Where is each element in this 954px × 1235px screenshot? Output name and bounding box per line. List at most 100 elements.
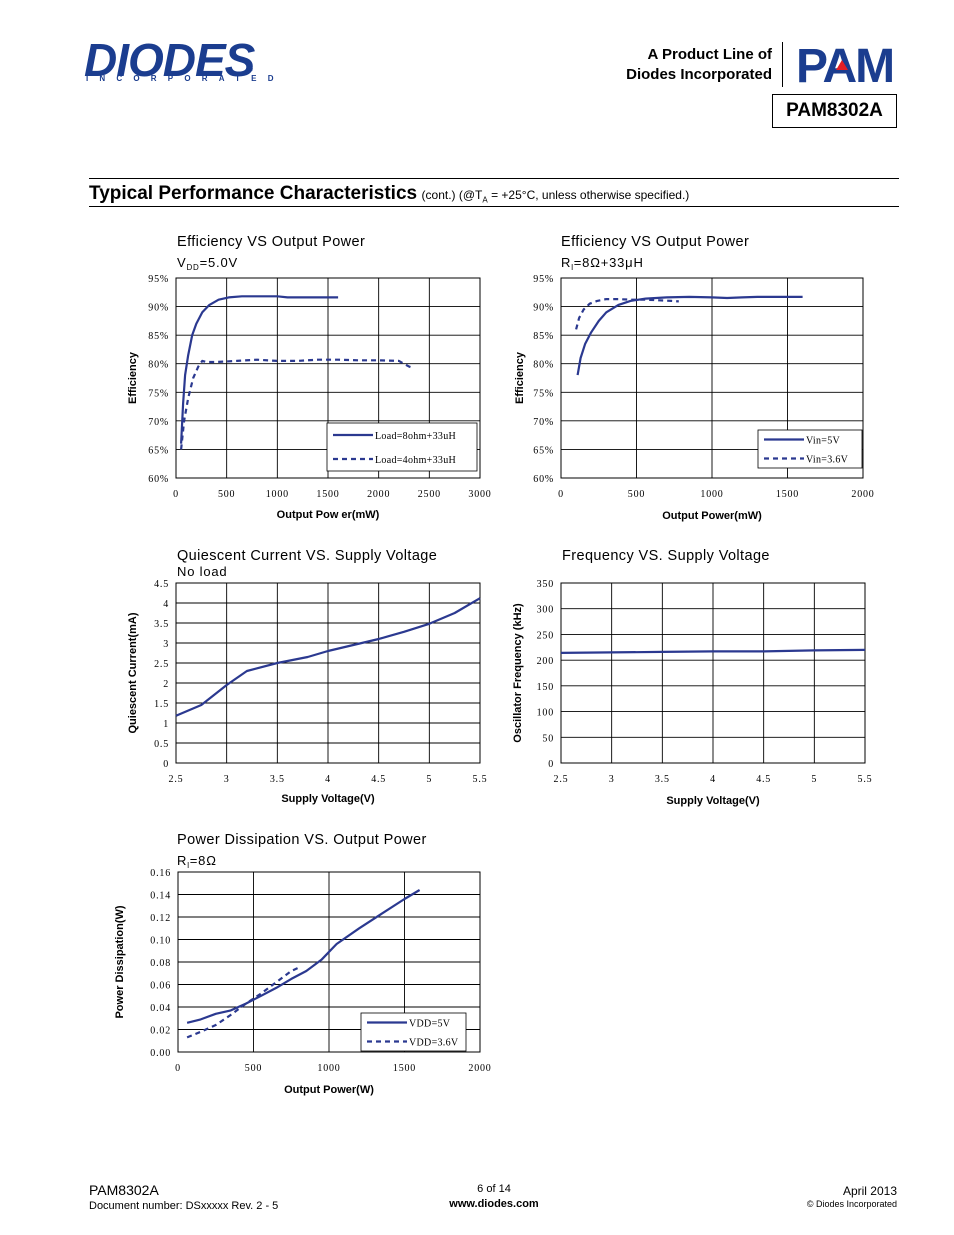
y-tick-label: 0 — [163, 759, 169, 770]
x-tick-label: 1000 — [266, 489, 289, 500]
chart-efficiency-vdd: 0 500 1000 1500 2000 2500 3000 60% 65% 70% 75% 80% 8… — [127, 234, 491, 521]
y-tick-label: 0.02 — [150, 1026, 171, 1037]
y-tick-label: 1 — [163, 719, 169, 730]
y-tick-label: 75% — [148, 388, 169, 399]
x-tick-label: 2.5 — [169, 774, 184, 785]
y-tick-label: 0.10 — [150, 936, 171, 947]
y-tick-label: 0.08 — [150, 958, 171, 969]
y-tick-label: 300 — [537, 605, 554, 616]
diodes-logo: DIODES ® — [84, 37, 259, 85]
series-line-solid — [560, 648, 866, 654]
plot-frame — [560, 277, 864, 479]
x-axis-label: Supply Voltage(V) — [666, 795, 760, 807]
y-tick-label: 0.04 — [150, 1003, 171, 1014]
y-tick-label: 4.5 — [154, 579, 169, 590]
x-tick-label: 2000 — [468, 1063, 491, 1074]
x-tick-label: 3.5 — [655, 774, 670, 785]
x-axis-label: Output Pow er(mW) — [277, 509, 380, 521]
y-tick-label: 0.14 — [150, 891, 171, 902]
y-tick-label: 80% — [533, 360, 554, 371]
x-tick-label: 3 — [224, 774, 230, 785]
chart-power-dissipation: 0 500 1000 1500 2000 0.00 0.02 0.04 0.06 0.08 0.10… — [114, 832, 491, 1096]
x-tick-label: 1500 — [776, 489, 799, 500]
chart-title: Power Dissipation VS. Output Power — [177, 832, 427, 848]
series-line-dashed — [186, 966, 300, 1039]
y-tick-label: 1.5 — [154, 699, 169, 710]
y-tick-label: 65% — [148, 445, 169, 456]
section-title: Typical Performance Characteristics — [89, 183, 418, 204]
legend-box — [360, 1012, 467, 1052]
y-tick-label: 75% — [533, 388, 554, 399]
y-axis-label: Power Dissipation(W) — [114, 905, 126, 1018]
chart-subtitle: VDD=5.0V — [177, 255, 238, 272]
series-line-dashed — [180, 358, 415, 450]
x-tick-label: 2500 — [418, 489, 441, 500]
part-number-box: PAM8302A — [772, 94, 897, 128]
chart-subtitle: Rl=8Ω — [177, 853, 217, 870]
x-tick-label: 1500 — [316, 489, 339, 500]
y-tick-label: 3.5 — [154, 619, 169, 630]
y-tick-label: 2.5 — [154, 659, 169, 670]
chart-title: Frequency VS. Supply Voltage — [562, 548, 770, 564]
x-tick-label: 4.5 — [756, 774, 771, 785]
x-tick-label: 500 — [218, 489, 235, 500]
diodes-logo-text: DIODES — [84, 34, 255, 86]
product-line-2: Diodes Incorporated — [626, 66, 772, 83]
product-line-1: A Product Line of — [647, 46, 772, 63]
y-tick-label: 100 — [537, 708, 554, 719]
y-tick-label: 0 — [548, 759, 554, 770]
header-divider — [782, 42, 783, 87]
plot-frame — [175, 277, 481, 479]
legend-label: VDD=5V — [409, 1019, 451, 1030]
footer-copyright: © Diodes Incorporated — [806, 1199, 897, 1209]
x-tick-label: 3 — [609, 774, 615, 785]
pam-logo: PAM — [796, 40, 895, 86]
chart-frequency: 2.5 3 3.5 4 4.5 5 5.5 0 50 100 150 200 250 300 350 Freq… — [512, 548, 872, 807]
x-tick-label: 3.5 — [270, 774, 285, 785]
x-tick-label: 5.5 — [473, 774, 488, 785]
x-tick-label: 1000 — [317, 1063, 340, 1074]
y-tick-label: 80% — [148, 360, 169, 371]
x-tick-label: 4.5 — [371, 774, 386, 785]
y-tick-label: 0.16 — [150, 868, 171, 879]
series-line-solid — [186, 889, 421, 1024]
plot-frame — [175, 582, 481, 764]
y-tick-label: 150 — [537, 682, 554, 693]
footer-doc-number: Document number: DSxxxxx Rev. 2 - 5 — [89, 1200, 279, 1212]
y-tick-label: 95% — [533, 274, 554, 285]
y-tick-label: 0.5 — [154, 739, 169, 750]
series-line-solid — [576, 295, 803, 376]
y-tick-label: 250 — [537, 630, 554, 641]
y-tick-label: 0.06 — [150, 981, 171, 992]
series-line-dashed — [575, 297, 679, 330]
series-line-solid — [180, 295, 339, 444]
y-tick-label: 85% — [533, 331, 554, 342]
y-tick-label: 60% — [148, 474, 169, 485]
x-tick-label: 5 — [426, 774, 432, 785]
y-tick-label: 70% — [148, 417, 169, 428]
y-tick-label: 350 — [537, 579, 554, 590]
x-tick-label: 5 — [811, 774, 817, 785]
section-bottom-rule — [89, 206, 899, 207]
plot-frame — [177, 871, 481, 1053]
y-tick-label: 85% — [148, 331, 169, 342]
y-tick-label: 90% — [533, 303, 554, 314]
chart-title: Efficiency VS Output Power — [177, 234, 365, 250]
x-tick-label: 0 — [173, 489, 179, 500]
y-tick-label: 0.00 — [150, 1048, 171, 1059]
y-tick-label: 95% — [148, 274, 169, 285]
y-axis-label: Efficiency — [127, 351, 139, 404]
x-axis-label: Output Power(mW) — [662, 510, 762, 522]
footer-url[interactable]: www.diodes.com — [449, 1198, 539, 1210]
plot-frame — [560, 582, 866, 764]
chart-title: Efficiency VS Output Power — [561, 234, 749, 250]
legend-label: VDD=3.6V — [409, 1038, 459, 1049]
pam-logo-red-triangle — [836, 60, 848, 70]
x-tick-label: 2000 — [851, 489, 874, 500]
y-tick-label: 4 — [163, 599, 169, 610]
x-tick-label: 500 — [628, 489, 645, 500]
pam-logo-text: PAM — [796, 40, 893, 86]
x-axis-label: Output Power(W) — [284, 1084, 374, 1096]
y-axis-label: Efficiency — [514, 351, 526, 404]
x-tick-label: 1500 — [393, 1063, 416, 1074]
